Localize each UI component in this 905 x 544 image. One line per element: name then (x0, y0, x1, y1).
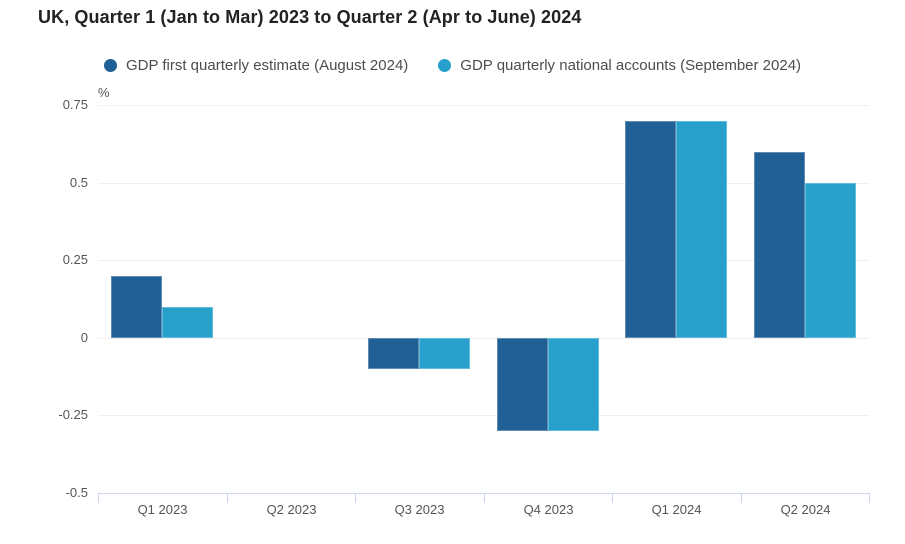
legend-label-national-accounts: GDP quarterly national accounts (Septemb… (460, 56, 802, 74)
x-axis-tick (484, 493, 485, 503)
chart-title: UK, Quarter 1 (Jan to Mar) 2023 to Quart… (38, 7, 582, 27)
x-axis-tick (227, 493, 228, 503)
bar-gdp-first-estimate[interactable] (625, 121, 676, 338)
bar-gdp-national-accounts[interactable] (419, 338, 470, 369)
x-axis-category-label: Q2 2023 (266, 502, 317, 517)
y-axis-tick-label: 0.75 (62, 97, 88, 112)
x-axis-tick (741, 493, 742, 503)
x-axis-category-label: Q3 2023 (394, 502, 445, 517)
gridline (98, 415, 869, 416)
y-axis-tick-label: 0 (80, 330, 88, 345)
gridline (98, 183, 869, 184)
gridline (98, 260, 869, 261)
y-axis-tick-label: 0.25 (62, 252, 88, 267)
bar-gdp-first-estimate[interactable] (497, 338, 548, 431)
x-axis-category-label: Q4 2023 (523, 502, 574, 517)
bar-gdp-national-accounts[interactable] (162, 307, 213, 338)
legend-item-national-accounts[interactable]: GDP quarterly national accounts (Septemb… (438, 57, 801, 74)
legend-marker-dark-blue-icon (103, 58, 117, 72)
x-axis-tick (612, 493, 613, 503)
legend-marker-light-blue-icon (438, 58, 452, 72)
plot-area (98, 105, 870, 503)
y-axis-unit-label: % (98, 85, 110, 100)
legend: GDP first quarterly estimate (August 202… (0, 54, 905, 76)
x-axis-category-label: Q2 2024 (780, 502, 831, 517)
x-axis-category-label: Q1 2023 (137, 502, 188, 517)
legend-item-first-estimate[interactable]: GDP first quarterly estimate (August 202… (103, 56, 409, 74)
gridline (98, 105, 869, 106)
bar-gdp-first-estimate[interactable] (368, 338, 419, 369)
y-axis-tick-label: -0.25 (58, 407, 88, 422)
x-axis-tick (355, 493, 356, 503)
bar-gdp-national-accounts[interactable] (548, 338, 599, 431)
gridline (98, 338, 869, 339)
legend-label-first-estimate: GDP first quarterly estimate (August 202… (125, 56, 409, 74)
x-axis-category-label: Q1 2024 (651, 502, 702, 517)
bar-gdp-first-estimate[interactable] (754, 152, 805, 338)
bar-gdp-national-accounts[interactable] (805, 183, 856, 338)
x-axis-tick (869, 493, 870, 503)
y-axis-tick-label: 0.5 (69, 175, 88, 190)
y-axis-tick-label: -0.5 (65, 485, 88, 500)
bar-gdp-first-estimate[interactable] (111, 276, 162, 338)
bar-gdp-national-accounts[interactable] (676, 121, 727, 338)
x-axis-tick (98, 493, 99, 503)
x-axis-line (98, 493, 869, 494)
